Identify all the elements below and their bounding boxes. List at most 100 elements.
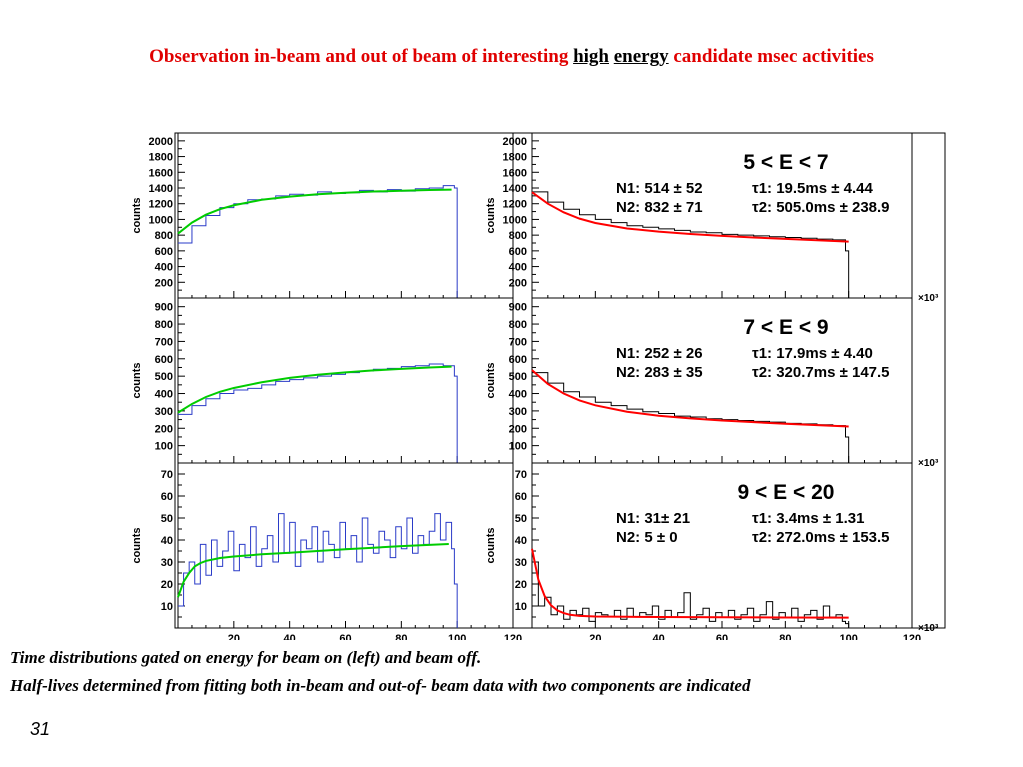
y-tick-label: 500 [509,371,527,383]
y-axis-label: counts [131,362,143,398]
fit-tau1-label: τ1: 17.9ms ± 4.40 [752,345,873,362]
beam-off-fit-curve [531,191,849,243]
y-tick-label: 1200 [503,199,527,211]
beam-on-histogram [178,513,458,628]
y-tick-label: 200 [155,277,173,289]
beam-off-histogram [532,191,850,298]
figure-frame [174,132,946,629]
y-tick-label: 300 [509,406,527,418]
title-part2: candidate msec activities [673,46,874,67]
y-tick-label: 30 [515,557,527,569]
beam-off-histogram [532,561,850,628]
y-tick-label: 100 [155,441,173,453]
y-tick-label: 300 [155,406,173,418]
fit-n1-label: N1: 31± 21 [616,510,690,527]
y-tick-label: 1400 [503,183,527,195]
beam-off-fit-curve [531,548,849,619]
x-tick-label: 80 [779,633,791,640]
slide-title: Observation in-beam and out of beam of i… [0,46,1023,68]
fit-tau2-label: τ2: 272.0ms ± 153.5 [752,529,890,546]
y-axis-label: counts [131,197,143,233]
x-tick-label: 100 [448,633,466,640]
panel-3: 100 200 300 400 500 600 700 800 900 counts [131,297,514,464]
fit-tau2-label: τ2: 320.7ms ± 147.5 [752,364,890,381]
y-axis-label: counts [485,362,497,398]
y-tick-label: 800 [155,319,173,331]
caption-line-1: Time distributions gated on energy for b… [10,648,482,667]
x-tick-label: 20 [589,633,601,640]
y-tick-label: 1000 [149,214,173,226]
panel-5: 1020304050607020406080100120countstime, … [131,462,522,640]
x-tick-label: 100 [839,633,857,640]
page-number: 31 [30,719,51,739]
y-tick-label: 40 [515,535,527,547]
y-tick-label: 20 [161,579,173,591]
y-tick-label: 400 [155,389,173,401]
y-tick-label: 600 [509,246,527,258]
title-part1: Observation in-beam and out of beam of i… [149,46,569,67]
y-axis-label: counts [485,527,497,563]
panel-4: 100 200 300 400 500 600 700 800 900 counts 7 < E <… [485,297,939,469]
beam-on-histogram [178,185,458,298]
fit-tau1-label: τ1: 3.4ms ± 1.31 [752,510,865,527]
y-tick-label: 30 [161,557,173,569]
beam-on-histogram [178,363,458,463]
y-tick-label: 700 [509,336,527,348]
y-tick-label: 1600 [503,167,527,179]
y-tick-label: 800 [509,319,527,331]
y-tick-label: 400 [155,262,173,274]
x-tick-label: 60 [339,633,351,640]
fit-n2-label: N2: 832 ± 71 [616,199,703,216]
y-tick-label: 700 [155,336,173,348]
y-tick-label: 70 [515,469,527,481]
y-tick-label: 500 [155,371,173,383]
y-tick-label: 400 [509,262,527,274]
y-tick-label: 900 [509,302,527,314]
fit-tau2-label: τ2: 505.0ms ± 238.9 [752,199,890,216]
beam-on-fit-curve [177,542,449,598]
caption-line-2: Half-lives determined from fitting both … [10,676,751,695]
y-tick-label: 200 [509,423,527,435]
panel-1: 200 400 600 800 1000 1200 1400 1600 1800 2000 coun… [131,132,514,299]
energy-range-label: 7 < E < 9 [743,316,828,339]
y-tick-label: 900 [155,302,173,314]
beam-off-histogram [532,372,850,463]
y-tick-label: 100 [509,441,527,453]
fit-n2-label: N2: 283 ± 35 [616,364,703,381]
y-tick-label: 1000 [503,214,527,226]
x-tick-label: 80 [395,633,407,640]
y-tick-label: 1200 [149,199,173,211]
y-tick-label: 10 [515,601,527,613]
y-tick-label: 200 [509,277,527,289]
x-tick-label: 20 [228,633,240,640]
x-tick-label: 60 [716,633,728,640]
x-tick-label: 120 [903,633,921,640]
y-tick-label: 60 [515,491,527,503]
energy-range-label: 9 < E < 20 [738,481,835,504]
y-axis-label: counts [131,527,143,563]
y-axis-label: counts [485,197,497,233]
y-tick-label: 600 [509,354,527,366]
axis-multiplier-label: ×10³ [918,458,939,469]
y-tick-label: 200 [155,423,173,435]
energy-range-label: 5 < E < 7 [743,151,828,174]
fit-n1-label: N1: 514 ± 52 [616,180,703,197]
y-tick-label: 70 [161,469,173,481]
y-tick-label: 1600 [149,167,173,179]
y-tick-label: 10 [161,601,173,613]
panel-6: 1020304050607020406080100120countstime, … [485,462,939,640]
y-tick-label: 800 [155,230,173,242]
y-tick-label: 50 [515,513,527,525]
title-word-high: high [573,46,609,67]
y-tick-label: 40 [161,535,173,547]
panel-2: 200 400 600 800 1000 1200 1400 1600 1800 2000 coun… [485,132,939,304]
y-tick-label: 1800 [503,152,527,164]
y-tick-label: 2000 [149,136,173,148]
y-tick-label: 600 [155,354,173,366]
y-tick-label: 800 [509,230,527,242]
y-tick-label: 2000 [503,136,527,148]
y-tick-label: 1800 [149,152,173,164]
y-tick-label: 600 [155,246,173,258]
fit-n2-label: N2: 5 ± 0 [616,529,678,546]
fit-tau1-label: τ1: 19.5ms ± 4.44 [752,180,873,197]
